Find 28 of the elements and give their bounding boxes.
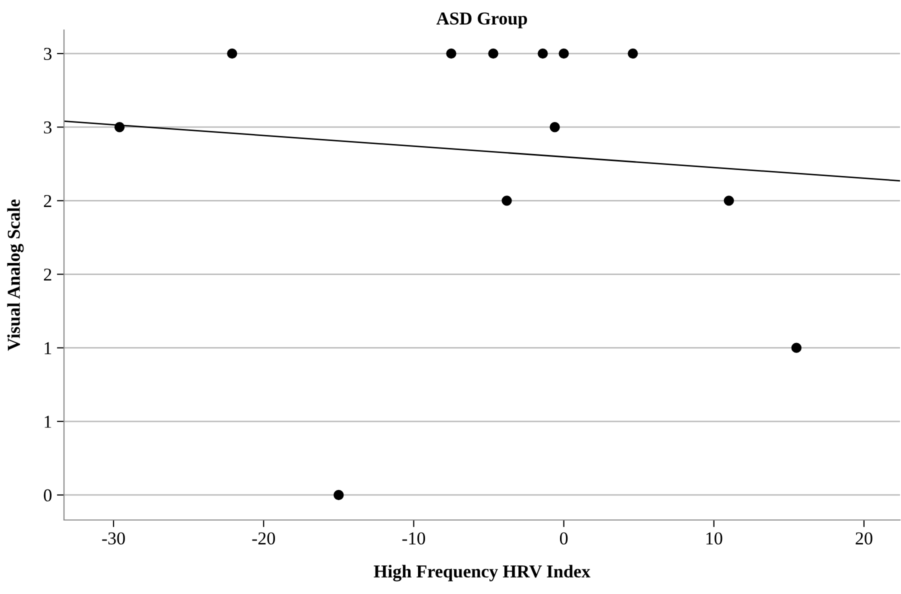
y-tick-label: 3 [44,121,52,134]
y-tick-label: 3 [44,48,52,60]
point [488,48,498,59]
x-tick-label: -10 [402,532,426,545]
x-tick-label: 0 [560,532,568,545]
x-tick-label: -30 [102,532,125,545]
point [724,196,734,206]
x-tick-label: 20 [856,532,872,545]
y-tick-label: 2 [44,195,52,207]
y-tick-label: 1 [44,342,52,354]
y-tick-label: 1 [44,416,52,428]
y-tick-label: 0 [44,489,52,502]
point [502,196,512,206]
x-tick-label: -20 [252,532,275,545]
point [538,48,548,59]
y-axis-title: Visual Analog Scale [7,200,24,351]
point [114,122,125,132]
point [227,48,238,59]
point [558,48,569,59]
point [550,122,560,132]
chart-title: ASD Group [436,12,528,28]
point [446,48,456,59]
point [628,48,638,59]
point [791,342,802,353]
x-tick-label: 10 [706,532,722,545]
point [334,490,344,500]
x-axis-title: High Frequency HRV Index [374,564,590,582]
y-tick-label: 2 [44,268,52,281]
